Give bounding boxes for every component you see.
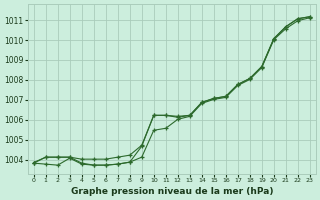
X-axis label: Graphe pression niveau de la mer (hPa): Graphe pression niveau de la mer (hPa) [70, 187, 273, 196]
